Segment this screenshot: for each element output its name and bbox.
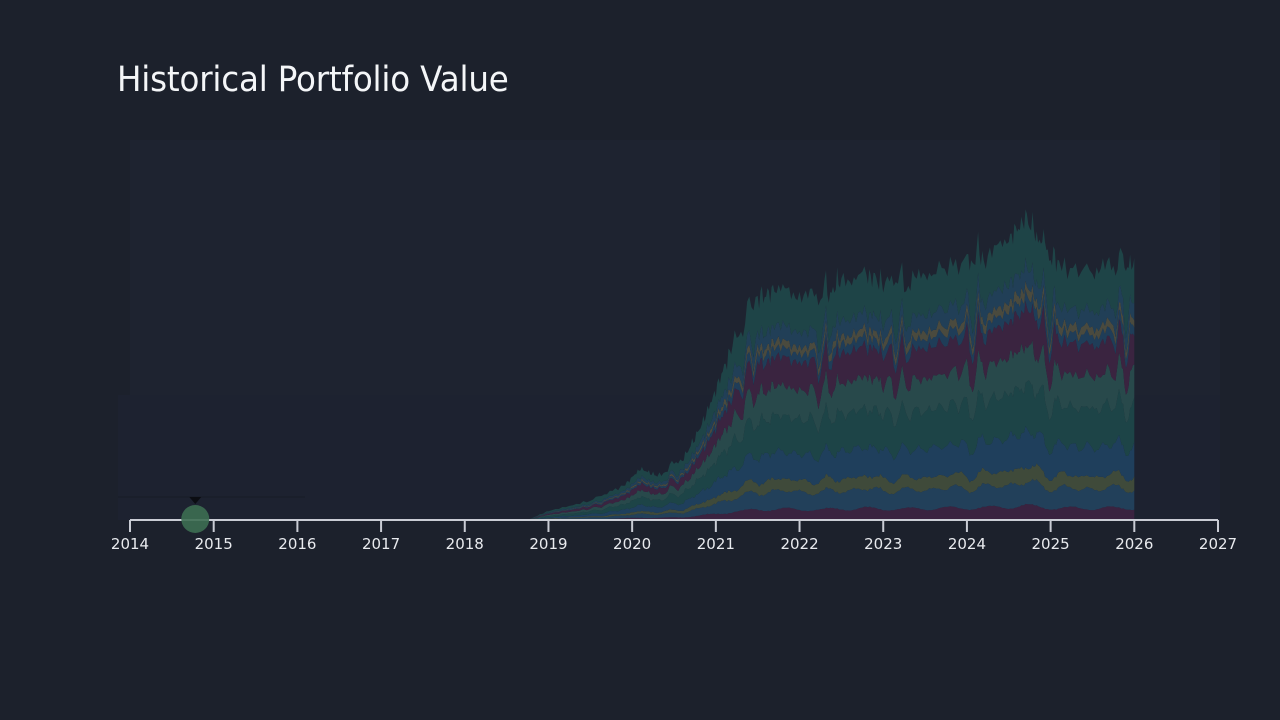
area-band <box>527 300 1135 520</box>
area-band <box>527 340 1135 520</box>
x-axis-tick-label: 2018 <box>446 535 484 553</box>
x-axis-tick-label: 2016 <box>278 535 316 553</box>
area-band <box>527 209 1135 520</box>
x-axis-tick-label: 2022 <box>780 535 818 553</box>
marker-handle-icon[interactable] <box>181 505 210 533</box>
x-axis-tick-label: 2020 <box>613 535 651 553</box>
x-axis-tick-label: 2015 <box>195 535 233 553</box>
x-axis-tick-label: 2027 <box>1199 535 1237 553</box>
x-axis-tick-label: 2023 <box>864 535 902 553</box>
x-axis-tick-label: 2017 <box>362 535 400 553</box>
marker-pointer-icon <box>189 497 202 504</box>
area-bands <box>527 209 1135 520</box>
area-band <box>527 463 1135 520</box>
x-axis-tick-label: 2014 <box>111 535 149 553</box>
x-axis: 2014 2015 2016 2017 2018 2019 2020 2021 2022 2023… <box>111 519 1237 553</box>
x-axis-tick-label: 2024 <box>948 535 986 553</box>
x-axis-tick-label: 2021 <box>697 535 735 553</box>
x-axis-tick-label: 2019 <box>529 535 567 553</box>
x-axis-tick-label: 2026 <box>1115 535 1153 553</box>
area-band <box>527 503 1135 520</box>
page-title: Historical Portfolio Value <box>117 60 509 100</box>
area-band <box>527 478 1135 520</box>
area-band <box>527 425 1135 520</box>
x-axis-tick-label: 2025 <box>1032 535 1070 553</box>
area-band <box>527 380 1135 520</box>
timeline-marker[interactable] <box>118 496 305 533</box>
